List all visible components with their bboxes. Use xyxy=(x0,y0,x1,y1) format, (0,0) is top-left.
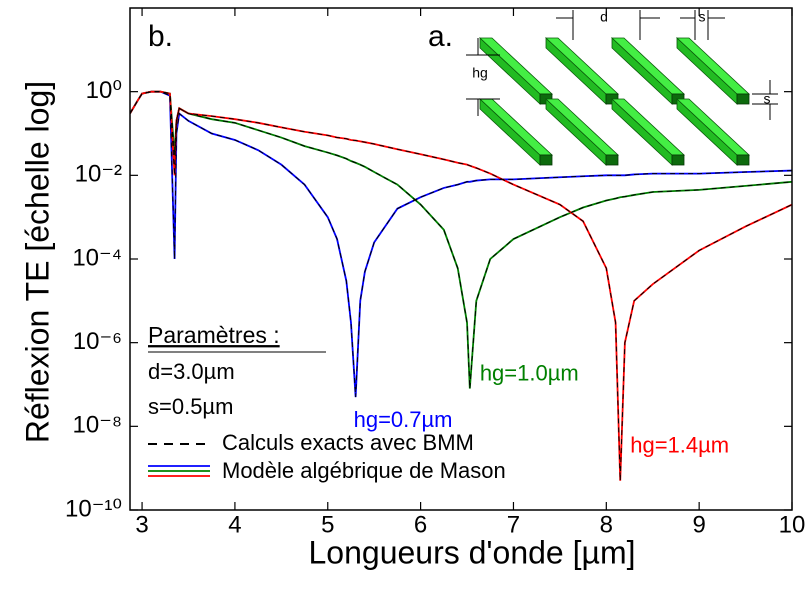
grating-bar xyxy=(675,37,751,105)
bar-end xyxy=(736,93,750,105)
grating-bar xyxy=(610,37,686,105)
grating-bar xyxy=(544,98,620,166)
x-tick-label: 6 xyxy=(414,511,427,538)
x-tick-label: 3 xyxy=(135,511,148,538)
inset-label: d xyxy=(600,9,608,25)
series-annotation: hg=1.0µm xyxy=(480,360,579,385)
legend-label: Modèle algébrique de Mason xyxy=(222,458,506,483)
exact-line xyxy=(130,91,792,389)
inset-labels: d s hg s xyxy=(472,9,770,107)
bar-end xyxy=(736,154,750,166)
legend-label: Calculs exacts avec BMM xyxy=(222,430,474,455)
bar-end xyxy=(605,154,619,166)
parameter: d=3.0µm xyxy=(148,359,235,384)
y-tick-label: 10⁻¹⁰ xyxy=(65,495,122,522)
y-tick-label: 10⁰ xyxy=(86,77,122,104)
x-tick-label: 4 xyxy=(228,511,241,538)
x-tick-label: 5 xyxy=(321,511,334,538)
series-annotation: hg=0.7µm xyxy=(354,407,453,432)
y-tick-label: 10⁻⁶ xyxy=(73,328,122,355)
y-tick-label: 10⁻⁸ xyxy=(73,412,123,439)
bar-end xyxy=(671,154,685,166)
bar-end xyxy=(539,154,553,166)
inset-dimensions xyxy=(466,10,778,120)
series-annotation: hg=1.4µm xyxy=(630,433,729,458)
plot-area xyxy=(130,8,793,511)
panel-label: a. xyxy=(428,20,453,53)
y-axis-label: Réflexion TE [échelle log] xyxy=(19,81,55,443)
x-tick-label: 7 xyxy=(507,511,520,538)
inset-label: hg xyxy=(472,65,488,81)
x-tick-label: 10 xyxy=(779,511,806,538)
plot-frame xyxy=(129,7,793,511)
exact-line xyxy=(130,91,792,398)
inset-label: s xyxy=(764,91,771,107)
grating-bar xyxy=(610,98,686,166)
parameters-title: Paramètres : xyxy=(148,322,280,348)
y-tick-label: 10⁻⁴ xyxy=(72,244,122,271)
panel-label: b. xyxy=(148,20,173,53)
exact-line xyxy=(130,91,792,481)
x-axis-label: Longueurs d'onde [µm] xyxy=(309,534,636,570)
parameter: s=0.5µm xyxy=(148,394,233,419)
inset-diagram xyxy=(478,37,751,166)
inset-label: s xyxy=(699,9,706,25)
legend-swatch xyxy=(148,465,210,477)
x-tick-label: 8 xyxy=(600,511,613,538)
grating-bar xyxy=(675,98,751,166)
x-tick-label: 9 xyxy=(692,511,705,538)
y-tick-label: 10⁻² xyxy=(75,161,122,188)
